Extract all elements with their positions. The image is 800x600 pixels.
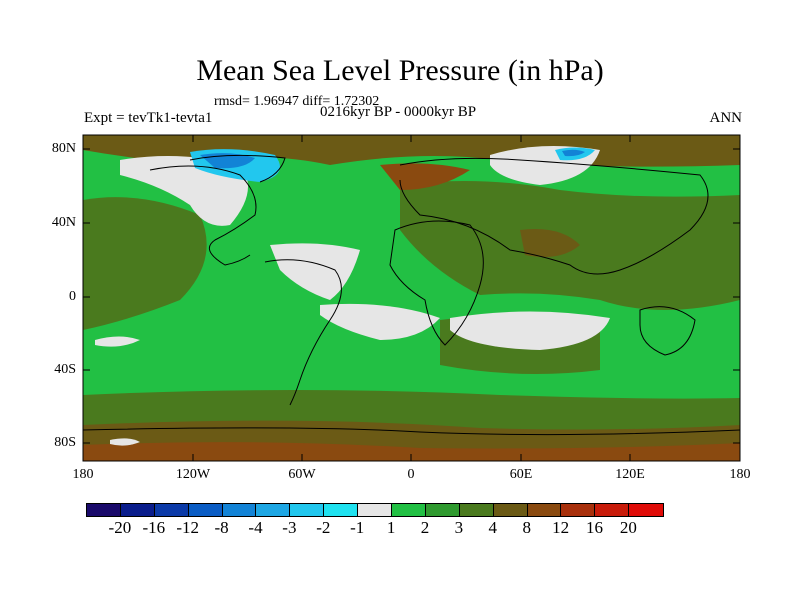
colorbar-label: -16 bbox=[142, 518, 166, 537]
colorbar-swatch bbox=[222, 504, 257, 516]
period-label: 0216kyr BP - 0000kyr BP bbox=[320, 104, 477, 120]
colorbar-swatch bbox=[290, 504, 325, 516]
colorbar-swatch bbox=[392, 504, 426, 516]
colorbar-swatch bbox=[256, 504, 291, 516]
colorbar-label: -4 bbox=[248, 518, 263, 537]
lat-label-40s: 40S bbox=[54, 362, 76, 377]
colorbar-swatch bbox=[154, 504, 189, 516]
field-brown-antarctic bbox=[83, 442, 740, 461]
colorbar-swatch bbox=[425, 504, 460, 516]
colorbar-swatch bbox=[527, 504, 562, 516]
colorbar-label: -2 bbox=[316, 518, 331, 537]
lon-label-180e: 180 bbox=[729, 467, 751, 482]
colorbar-label: -8 bbox=[214, 518, 229, 537]
coast-australia bbox=[639, 306, 696, 356]
field-blue-siberia bbox=[562, 149, 585, 157]
colorbar-label: -12 bbox=[176, 518, 200, 537]
colorbar-swatch bbox=[595, 504, 630, 516]
colorbar-label: 1 bbox=[386, 518, 396, 537]
lat-label-40n: 40N bbox=[51, 215, 76, 230]
colorbar-label: -3 bbox=[282, 518, 297, 537]
field-white-sp bbox=[95, 336, 140, 347]
field-olive-asia bbox=[520, 229, 580, 258]
coast-africa bbox=[389, 220, 484, 346]
axis-ticks bbox=[83, 135, 740, 461]
lon-label-180w: 180 bbox=[72, 467, 94, 482]
colorbar-swatch bbox=[188, 504, 223, 516]
colorbar-swatch bbox=[358, 504, 393, 516]
lon-label-120e: 120E bbox=[615, 467, 645, 482]
colorbar-label: 20 bbox=[619, 518, 637, 537]
colorbar-label: 2 bbox=[420, 518, 430, 537]
colorbar-label: -20 bbox=[108, 518, 132, 537]
coastlines bbox=[83, 154, 740, 436]
stats-text: rmsd= 1.96947 diff= 1.72302 bbox=[214, 94, 380, 109]
season-label: ANN bbox=[709, 110, 743, 126]
colorbar-label: 3 bbox=[454, 518, 464, 537]
lon-label-0: 0 bbox=[407, 467, 415, 482]
coast-greenland bbox=[189, 154, 286, 183]
page-title: Mean Sea Level Pressure (in hPa) bbox=[196, 54, 604, 87]
colorbar-label: 8 bbox=[522, 518, 531, 537]
field-white-io bbox=[450, 311, 610, 350]
field-white-sa bbox=[270, 243, 360, 300]
field-brown-north bbox=[380, 163, 470, 190]
lon-label-60e: 60E bbox=[509, 467, 533, 482]
lon-label-60w: 60W bbox=[288, 467, 316, 482]
colorbar-swatch bbox=[459, 504, 494, 516]
colorbar-swatch bbox=[493, 504, 528, 516]
lat-label-80s: 80S bbox=[54, 435, 76, 450]
colorbar-swatch bbox=[87, 504, 121, 516]
map-field bbox=[83, 135, 740, 461]
colorbar-swatch bbox=[561, 504, 596, 516]
colorbar bbox=[86, 503, 665, 517]
field-white-antarctic bbox=[110, 438, 140, 446]
lon-label-120w: 120W bbox=[175, 467, 211, 482]
coast-antarctica bbox=[83, 427, 740, 436]
coast-north-america bbox=[149, 165, 257, 266]
colorbar-label: 4 bbox=[488, 518, 498, 537]
colorbar-label: 16 bbox=[586, 518, 603, 537]
colorbar-swatch bbox=[120, 504, 155, 516]
colorbar-label: 12 bbox=[552, 518, 570, 537]
colorbar-swatch bbox=[629, 504, 664, 516]
colorbar-swatch bbox=[324, 504, 359, 516]
field-dark-green-np bbox=[83, 197, 207, 330]
field-white-satl bbox=[320, 303, 440, 340]
coast-south-america bbox=[264, 259, 342, 406]
lat-label-80n: 80N bbox=[51, 141, 76, 156]
experiment-label: Expt = tevTk1-tevta1 bbox=[84, 110, 213, 126]
coast-eurasia bbox=[399, 157, 709, 275]
lat-label-0: 0 bbox=[69, 289, 76, 304]
colorbar-label: -1 bbox=[350, 518, 365, 537]
